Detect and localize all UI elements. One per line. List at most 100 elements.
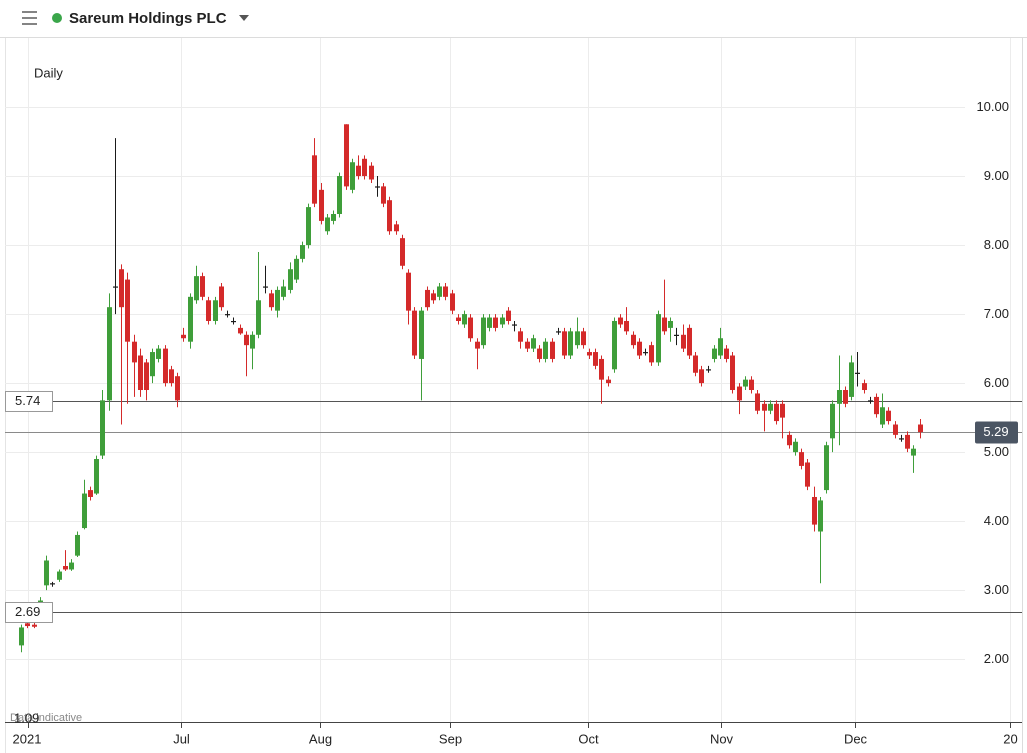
- candle-body: [337, 176, 342, 215]
- x-tick-label: Dec: [844, 731, 868, 746]
- y-tick-label: 6.00: [984, 375, 1009, 390]
- candle-body: [94, 459, 99, 494]
- candle-body: [830, 403, 835, 439]
- menu-icon[interactable]: [22, 11, 37, 25]
- candle-body: [562, 331, 567, 356]
- x-tick-label: 2021: [13, 731, 42, 746]
- candle-body: [631, 334, 636, 346]
- candle-body: [57, 571, 62, 580]
- candle-body: [649, 345, 654, 363]
- candle-body: [637, 341, 642, 356]
- reference-label: 5.74: [15, 393, 40, 408]
- dropdown-caret[interactable]: [239, 15, 249, 21]
- candle-body: [911, 448, 916, 456]
- candle-body: [206, 300, 211, 321]
- candle-body: [880, 407, 885, 425]
- candle-body: [462, 314, 467, 325]
- grid: [5, 38, 1022, 728]
- candle-body: [107, 307, 112, 401]
- y-min-label: 1.09: [14, 710, 39, 725]
- candle-body: [805, 462, 810, 487]
- candle-body: [886, 410, 891, 422]
- candle-body: [724, 348, 729, 359]
- candle-body: [481, 317, 486, 346]
- candle-body: [787, 434, 792, 446]
- overlays: 2.003.004.005.006.007.008.009.0010.00202…: [5, 99, 1018, 746]
- candle-body: [749, 379, 754, 391]
- candle-body: [263, 286, 268, 288]
- candle-body: [849, 362, 854, 397]
- candle-body: [325, 217, 330, 232]
- candle-body: [774, 403, 779, 422]
- candle-body: [662, 317, 667, 332]
- x-tick-label: Sep: [439, 731, 462, 746]
- candle-body: [256, 300, 261, 335]
- candle-body: [69, 562, 74, 570]
- candle-body: [244, 334, 249, 346]
- reference-label: 2.69: [15, 604, 40, 619]
- header: Sareum Holdings PLC: [0, 10, 1027, 38]
- candle-body: [288, 269, 293, 290]
- candle-body: [693, 355, 698, 373]
- candle-body: [32, 624, 37, 627]
- candle-body: [762, 403, 767, 411]
- candle-body: [537, 348, 542, 359]
- candle-body: [425, 289, 430, 308]
- candle-body: [156, 348, 161, 359]
- candle-body: [88, 490, 93, 497]
- candle-body: [412, 310, 417, 356]
- candle-body: [518, 331, 523, 342]
- candle-body: [200, 276, 205, 297]
- candle-body: [443, 286, 448, 297]
- chart-title[interactable]: Sareum Holdings PLC: [69, 10, 227, 27]
- candle-body: [812, 496, 817, 525]
- candle-body: [194, 276, 199, 301]
- candle-body: [668, 320, 673, 328]
- candle-body: [188, 296, 193, 342]
- candle-body: [306, 207, 311, 246]
- candle-body: [387, 200, 392, 232]
- candle-body: [493, 317, 498, 328]
- candle-body: [824, 445, 829, 491]
- candle-body: [487, 317, 492, 328]
- y-tick-label: 5.00: [984, 444, 1009, 459]
- y-tick-label: 2.00: [984, 651, 1009, 666]
- candle-body: [219, 286, 224, 308]
- candle-body: [687, 327, 692, 356]
- candle-body: [743, 379, 748, 387]
- candle-body: [556, 331, 561, 333]
- candle-body: [475, 341, 480, 349]
- candle-body: [918, 424, 923, 433]
- status-dot: [52, 13, 62, 23]
- candle-body: [599, 358, 604, 380]
- candle-body: [755, 393, 760, 411]
- candle-body: [375, 186, 380, 188]
- candle-body: [550, 341, 555, 359]
- reference-label-box: [5, 602, 53, 623]
- candle-body: [581, 331, 586, 346]
- candle-body: [400, 238, 405, 266]
- candle-body: [893, 424, 898, 435]
- candle-body: [331, 214, 336, 221]
- candle-body: [406, 272, 411, 311]
- candle-body: [606, 379, 611, 384]
- reference-label-box: [5, 391, 53, 412]
- candle-body: [780, 403, 785, 418]
- candle-body: [512, 324, 517, 326]
- candle-body: [225, 314, 230, 316]
- candle-body: [356, 165, 361, 177]
- candle-body: [82, 493, 87, 529]
- candle-body: [44, 560, 49, 586]
- candle-body: [531, 338, 536, 349]
- candle-body: [837, 390, 842, 404]
- candle-body: [269, 293, 274, 308]
- candle-body: [500, 317, 505, 325]
- x-tick-label: 20: [1003, 731, 1017, 746]
- candle-body: [568, 331, 573, 356]
- candle-body: [718, 338, 723, 356]
- candle-body: [624, 320, 629, 332]
- candle-body: [381, 186, 386, 204]
- candle-body: [144, 362, 149, 391]
- candle-body: [905, 434, 910, 449]
- y-tick-label: 7.00: [984, 306, 1009, 321]
